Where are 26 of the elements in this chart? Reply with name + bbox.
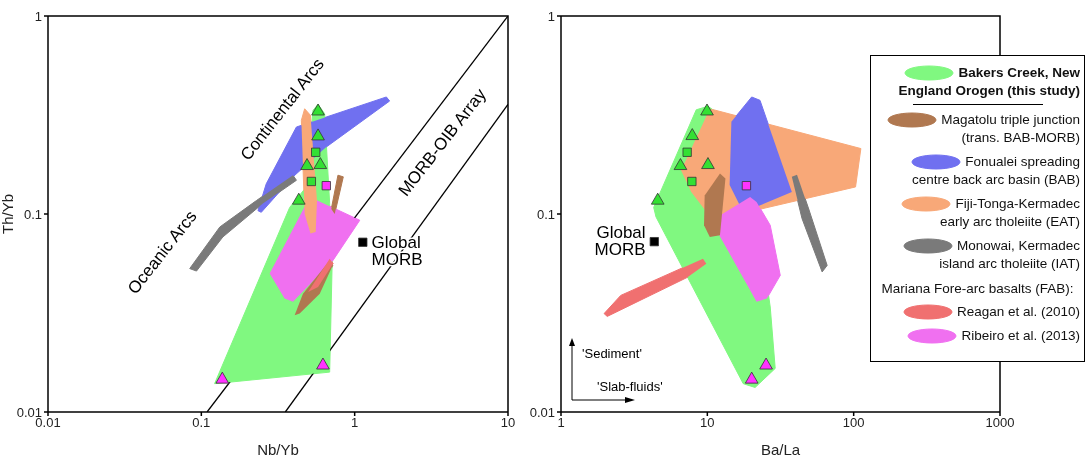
legend-label: Bakers Creek, New England Orogen (this study) (897, 64, 1080, 100)
y-tick-label: 1 (547, 8, 555, 24)
y-tick-label: 0.1 (536, 206, 555, 222)
x-tick-label: 100 (842, 415, 865, 431)
y-tick-label: 0.01 (529, 404, 555, 420)
y-tick-label: 0.1 (23, 206, 42, 222)
legend-label: Fonualei spreading centre back arc basin (BAB) (910, 153, 1080, 189)
legend-label: Magatolu triple junction (trans. BAB-MORB) (940, 111, 1080, 147)
x-tick-label: 10 (500, 415, 516, 431)
legend-label: Reagan et al. (2010) (955, 303, 1080, 321)
x-tick-label: 1 (351, 415, 359, 431)
x-tick-label: 10 (700, 415, 715, 431)
series-label: Global MORB (594, 222, 646, 259)
x-tick-label: 1 (557, 415, 565, 431)
x-axis-title: Ba/La (760, 441, 801, 455)
y-tick-label: 1 (34, 8, 42, 24)
legend-label: Ribeiro et al. (2013) (960, 327, 1080, 345)
legend-label: Monowai, Kermadec island arc tholeiite (IAT) (938, 237, 1080, 273)
y-axis-title: Th/Yb (0, 193, 17, 235)
x-tick-label: 0.1 (192, 415, 211, 431)
annotation: 'Sediment' (582, 346, 642, 361)
x-tick-label: 1000 (985, 415, 1015, 431)
annotation: 'Slab-fluids' (597, 379, 663, 394)
annotation: Mariana Fore-arc basalts (FAB): (880, 281, 1075, 297)
legend-label: Fiji-Tonga-Kermadec early arc tholeiite (EAT) (938, 195, 1080, 231)
x-axis-title: Nb/Yb (257, 441, 299, 455)
